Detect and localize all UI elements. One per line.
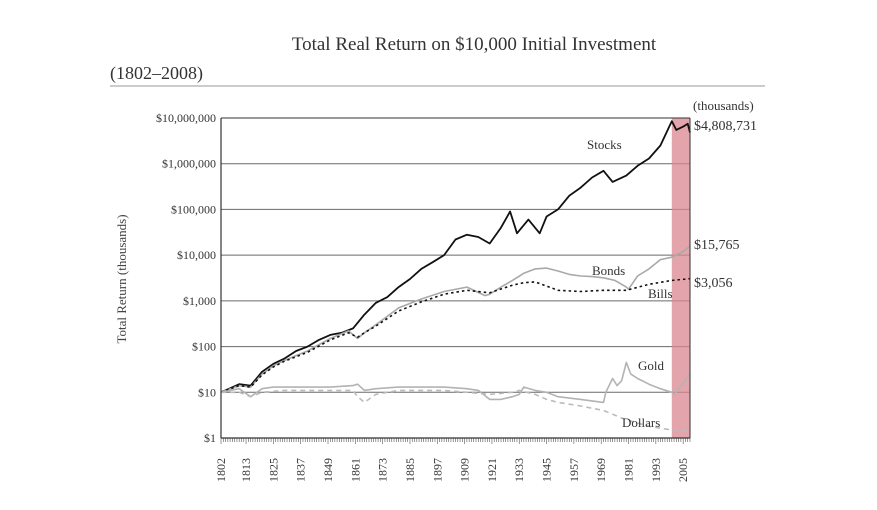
series-label-bills: Bills bbox=[648, 286, 673, 301]
x-tick-label-1921: 1921 bbox=[485, 458, 499, 482]
series-bonds-line bbox=[220, 245, 691, 394]
y-tick-label-1000000: $1,000,000 bbox=[162, 157, 216, 171]
y-tick-label-10: $10 bbox=[198, 385, 216, 399]
x-tick-label-1981: 1981 bbox=[622, 458, 636, 482]
end-value-bills: $3,056 bbox=[694, 276, 733, 291]
x-tick-label-1933: 1933 bbox=[512, 458, 526, 482]
end-value-stocks: $4,808,731 bbox=[694, 119, 757, 134]
x-tick-label-1861: 1861 bbox=[348, 458, 362, 482]
x-tick-label-1969: 1969 bbox=[594, 458, 608, 482]
y-tick-label-10000000: $10,000,000 bbox=[156, 111, 216, 125]
x-axis-ticks: 1802 1813 1825 1837 1849 1861 1873 1885 1897 1909… bbox=[214, 438, 691, 482]
x-tick-label-1802: 1802 bbox=[214, 458, 228, 482]
series-labels: Stocks $4,808,731 Bonds $15,765 Bills $3,056 G… bbox=[587, 119, 757, 430]
x-tick-label-2005: 2005 bbox=[676, 458, 690, 482]
y-tick-label-1: $1 bbox=[204, 431, 216, 445]
units-note: (thousands) bbox=[693, 98, 754, 113]
series-label-stocks: Stocks bbox=[587, 137, 622, 152]
x-tick-label-1945: 1945 bbox=[540, 458, 554, 482]
highlight-band bbox=[671, 118, 690, 438]
x-tick-label-1957: 1957 bbox=[567, 458, 581, 482]
x-tick-label-1825: 1825 bbox=[266, 458, 280, 482]
y-tick-label-1000: $1,000 bbox=[183, 294, 216, 308]
y-tick-labels: $1 $10 $100 $1,000 $10,000 $100,000 $1,000,000… bbox=[156, 111, 216, 445]
gridlines bbox=[221, 163, 690, 393]
chart-title: Total Real Return on $10,000 Initial Inv… bbox=[292, 34, 657, 55]
y-tick-label-100: $100 bbox=[192, 340, 216, 354]
x-tick-label-1909: 1909 bbox=[458, 458, 472, 482]
end-value-bonds: $15,765 bbox=[694, 238, 740, 253]
series-dollars-line bbox=[221, 389, 691, 433]
x-tick-label-1849: 1849 bbox=[321, 458, 335, 482]
axes bbox=[220, 117, 691, 439]
series-stocks-line bbox=[220, 120, 691, 394]
series-bills-line bbox=[220, 277, 691, 394]
x-tick-label-1897: 1897 bbox=[430, 458, 444, 482]
x-tick-label-1813: 1813 bbox=[239, 458, 253, 482]
series-gold-line bbox=[220, 361, 691, 404]
x-tick-label-1873: 1873 bbox=[376, 458, 390, 482]
series-label-gold: Gold bbox=[638, 358, 665, 373]
series-label-bonds: Bonds bbox=[592, 263, 625, 278]
y-axis-label: Total Return (thousands) bbox=[114, 214, 129, 343]
x-tick-label-1993: 1993 bbox=[649, 458, 663, 482]
series-label-dollars: Dollars bbox=[622, 415, 660, 430]
chart-subtitle: (1802–2008) bbox=[110, 63, 203, 84]
x-tick-label-1885: 1885 bbox=[403, 458, 417, 482]
x-tick-label-1837: 1837 bbox=[294, 458, 308, 482]
y-tick-label-10000: $10,000 bbox=[177, 248, 216, 262]
y-tick-label-100000: $100,000 bbox=[171, 202, 216, 216]
highlight-band-rect bbox=[671, 118, 690, 438]
series-lines bbox=[220, 120, 691, 433]
